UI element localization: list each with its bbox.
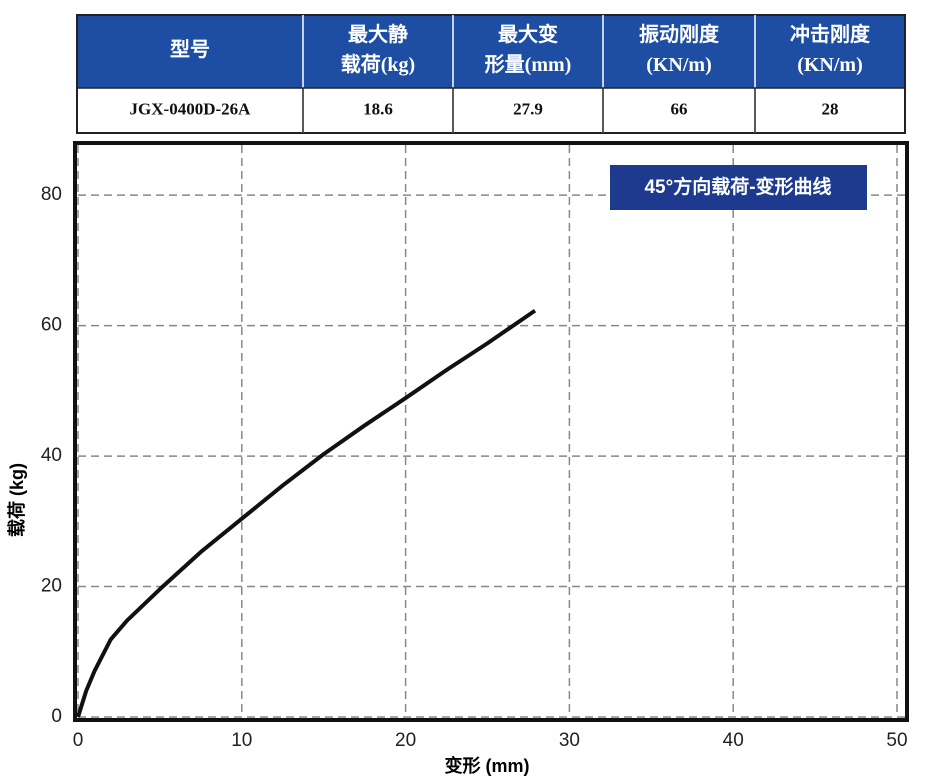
header-cell: 形量(mm) [485, 53, 572, 76]
x-axis-label: 变形 (mm) [445, 755, 530, 776]
header-cell: 型号 [170, 38, 210, 61]
y-tick-label: 20 [41, 576, 62, 597]
x-tick-label: 10 [231, 730, 252, 751]
header-cell: (KN/m) [797, 54, 863, 76]
x-tick-label: 50 [886, 730, 907, 751]
data-line [76, 308, 537, 718]
chart: 0 10 20 30 40 50 0 20 40 60 80 变形 (mm) 载荷 (kg) 45°方向载… [6, 141, 909, 776]
y-tick-label: 0 [51, 706, 62, 727]
header-cell: 载荷(kg) [341, 52, 415, 76]
header-cell: 冲击刚度 [790, 22, 871, 46]
cell: 28 [822, 99, 839, 118]
y-tick-label: 40 [41, 445, 62, 466]
x-tick-label: 0 [73, 730, 84, 751]
y-tick-label: 80 [41, 184, 62, 205]
plot-frame [73, 141, 909, 722]
title-box [610, 165, 867, 210]
cell: 66 [671, 99, 688, 118]
x-tick-label: 40 [723, 730, 744, 751]
chart-title: 45°方向载荷-变形曲线 [644, 175, 831, 198]
y-tick-label: 60 [41, 315, 62, 336]
x-tick-label: 30 [559, 730, 580, 751]
header-cell: 振动刚度 [639, 22, 720, 46]
cell: JGX-0400D-26A [130, 99, 252, 118]
cell: 18.6 [363, 99, 393, 118]
x-tick-label: 20 [395, 730, 416, 751]
header-cell: 最大静 [348, 22, 408, 46]
cell: 27.9 [513, 99, 543, 118]
y-axis-label: 载荷 (kg) [6, 463, 27, 537]
table-border [76, 14, 906, 134]
header-bg [77, 15, 905, 88]
header-cell: 最大变 [498, 22, 558, 46]
header-cell: (KN/m) [646, 54, 712, 76]
